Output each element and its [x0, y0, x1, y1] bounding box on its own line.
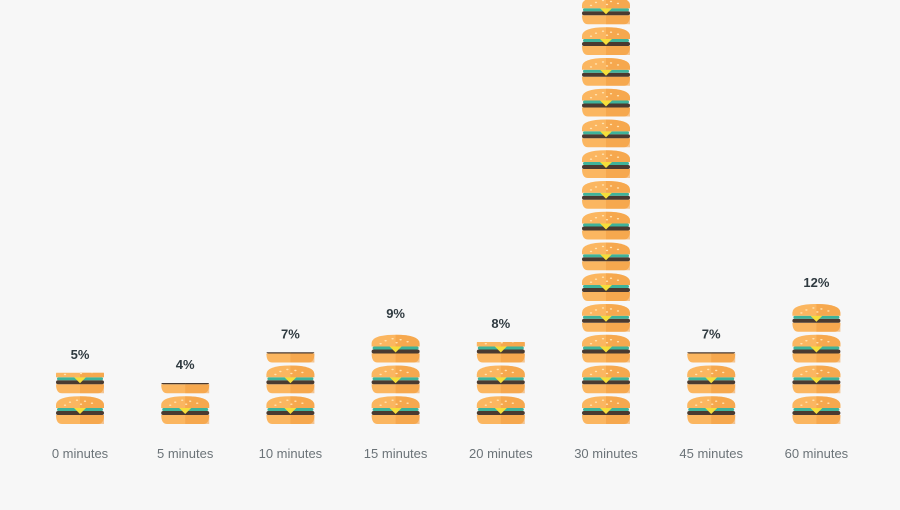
category-label: 60 minutes — [785, 446, 849, 461]
bar-45-minutes — [687, 352, 736, 424]
category-label: 20 minutes — [469, 446, 533, 461]
category-label: 15 minutes — [364, 446, 428, 461]
value-label: 8% — [491, 316, 510, 331]
value-label: 7% — [702, 326, 721, 341]
value-label: 9% — [386, 306, 405, 321]
bar-0-minutes — [56, 372, 104, 424]
bar-10-minutes — [266, 352, 315, 424]
bar-20-minutes — [476, 342, 525, 424]
category-label: 5 minutes — [157, 446, 214, 461]
bar-30-minutes — [582, 0, 630, 424]
bar-15-minutes — [371, 334, 420, 424]
value-label: 4% — [176, 357, 195, 372]
bar-5-minutes — [161, 383, 210, 424]
value-label: 7% — [281, 326, 300, 341]
category-label: 45 minutes — [679, 446, 743, 461]
bar-60-minutes — [792, 304, 841, 424]
value-label: 5% — [71, 347, 90, 362]
category-label: 10 minutes — [259, 446, 323, 461]
category-label: 30 minutes — [574, 446, 638, 461]
value-labels-group: 5%4%7%9%8%48%7%12% — [71, 275, 830, 372]
category-labels-group: 0 minutes 5 minutes 10 minutes 15 minutes 20… — [52, 446, 849, 461]
category-label: 0 minutes — [52, 446, 109, 461]
value-label: 12% — [803, 275, 829, 290]
bars-group — [56, 0, 841, 424]
